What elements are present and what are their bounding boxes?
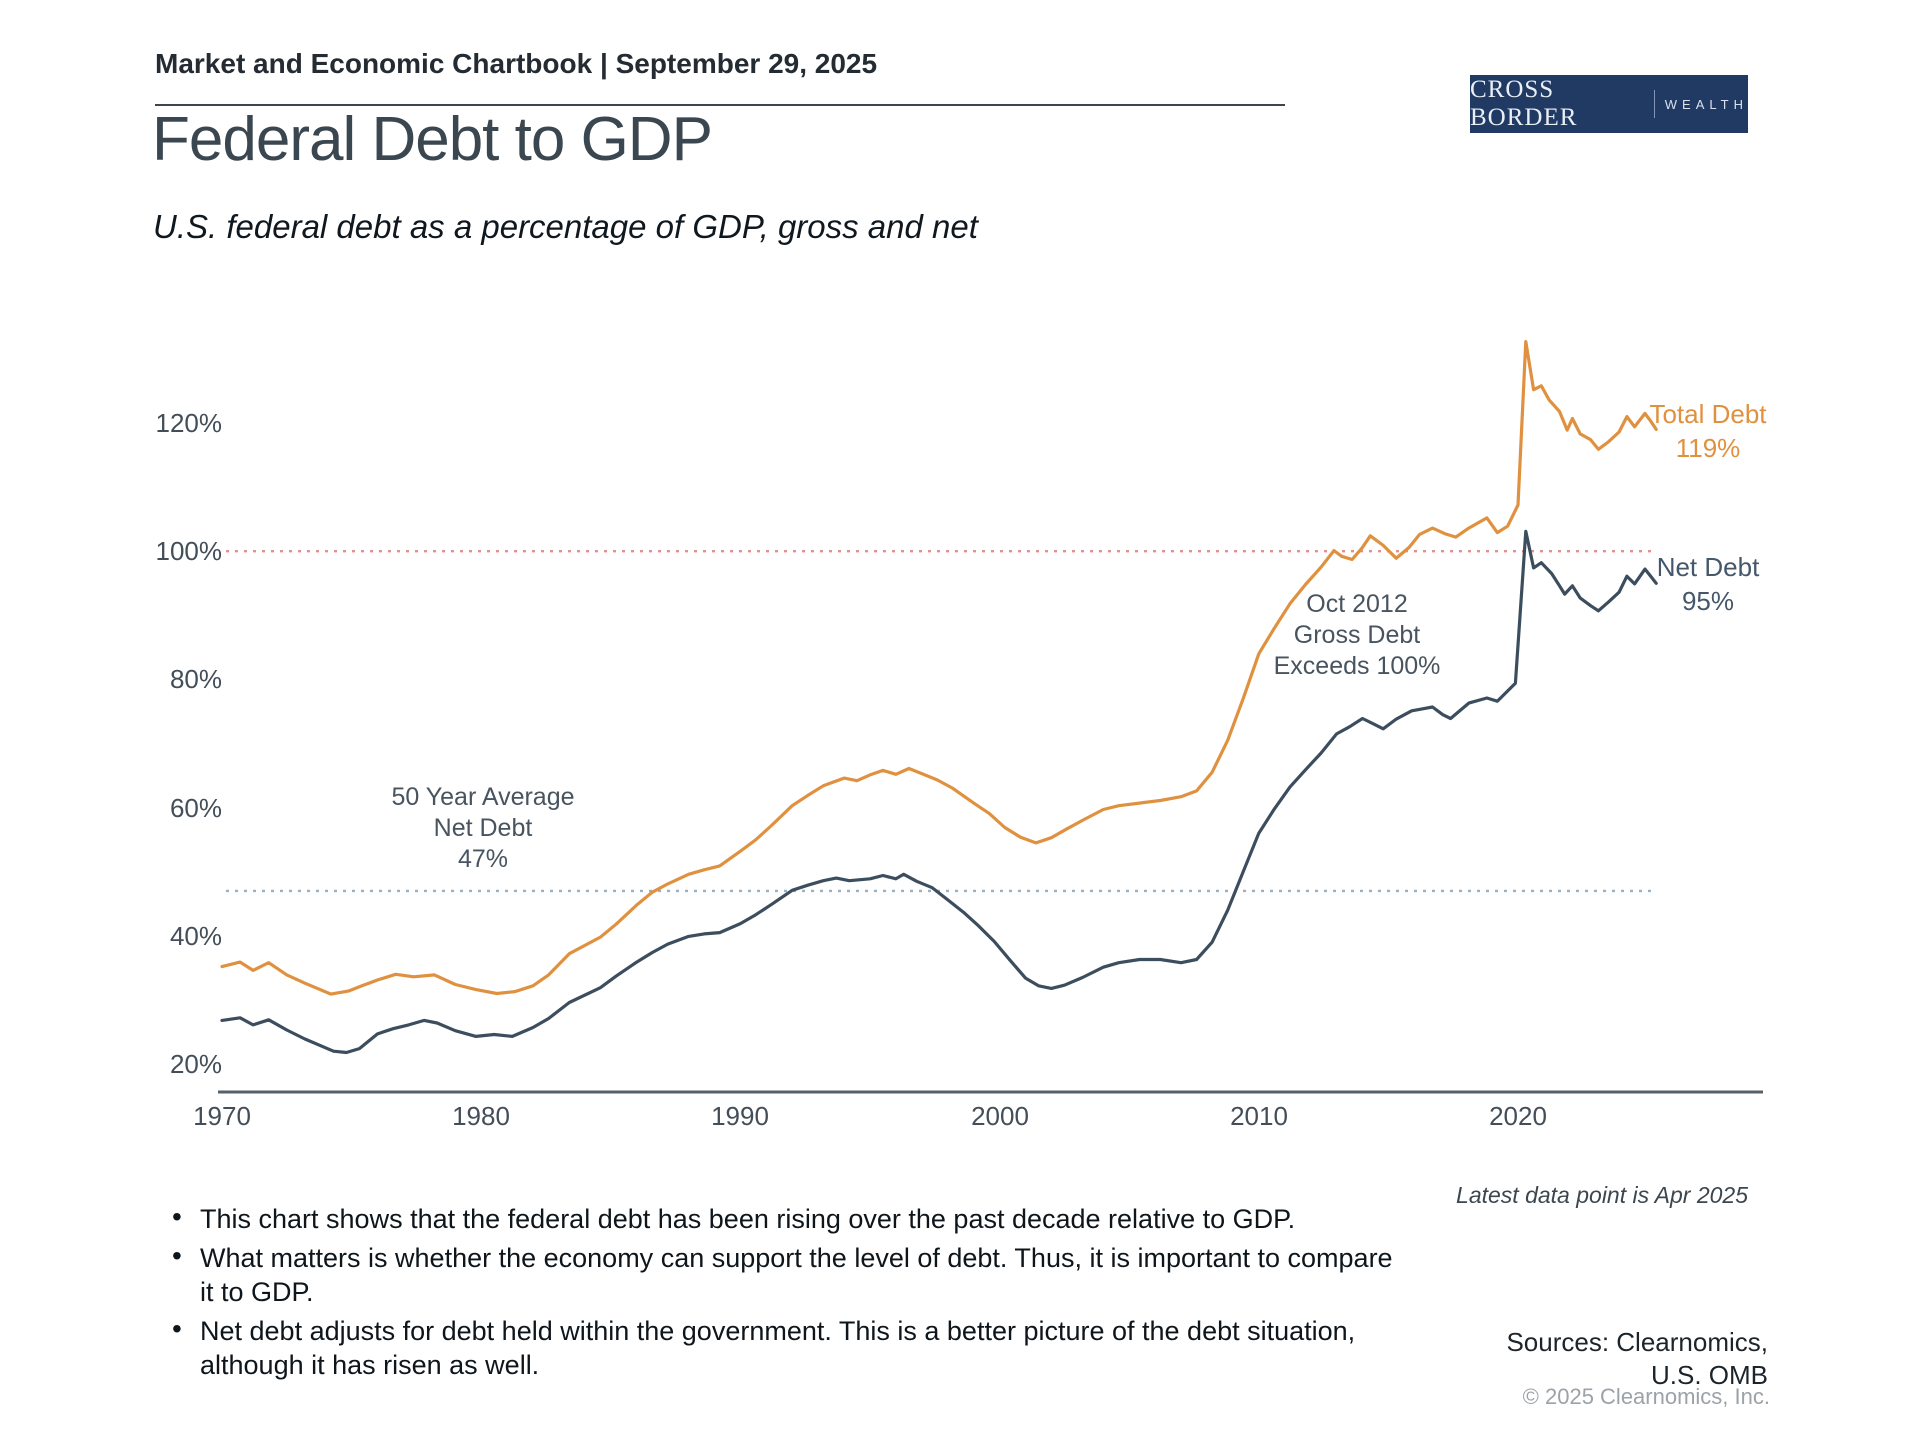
total-debt-line (220, 340, 1658, 996)
cross-border-wealth-logo: CROSS BORDER WEALTH (1470, 75, 1748, 133)
y-tick-60: 60% (169, 793, 222, 823)
annotation-50-year-average: 50 Year Average Net Debt 47% (333, 782, 633, 875)
annotation-line: 50 Year Average (391, 783, 575, 811)
latest-data-footnote: Latest data point is Apr 2025 (1456, 1182, 1748, 1208)
annotation-oct-2012: Oct 2012 Gross Debt Exceeds 100% (1207, 589, 1507, 682)
sources-line: U.S. OMB (1650, 1360, 1768, 1390)
y-tick-100: 100% (155, 536, 223, 566)
sources-block: Sources: Clearnomics, U.S. OMB (1506, 1326, 1768, 1392)
net-debt-label: Net Debt (1656, 552, 1760, 582)
total-debt-value: 119% (1675, 433, 1741, 463)
sources-line: Sources: Clearnomics, (1506, 1327, 1768, 1357)
annotation-line: 47% (457, 845, 509, 873)
total-debt-series-label: Total Debt 119% (1608, 397, 1808, 465)
total-debt-label: Total Debt (1649, 399, 1767, 429)
net-debt-value: 95% (1681, 586, 1735, 616)
copyright-line: © 2025 Clearnomics, Inc. (1522, 1384, 1770, 1409)
x-tick-2010: 2010 (1230, 1101, 1288, 1131)
x-tick-2000: 2000 (971, 1101, 1029, 1131)
y-tick-40: 40% (169, 921, 222, 951)
y-tick-80: 80% (169, 664, 222, 694)
bullet-note: Net debt adjusts for debt held within th… (168, 1312, 1413, 1382)
annotation-line: Gross Debt (1293, 621, 1421, 649)
logo-secondary-text: WEALTH (1664, 96, 1748, 112)
annotation-line: Oct 2012 (1306, 590, 1408, 618)
x-tick-1990: 1990 (711, 1101, 769, 1131)
net-debt-series-label: Net Debt 95% (1608, 550, 1808, 618)
logo-primary-text: CROSS BORDER (1470, 76, 1578, 131)
page-title: Federal Debt to GDP (152, 105, 713, 174)
page-subtitle: U.S. federal debt as a percentage of GDP… (153, 208, 978, 245)
commentary-bullets: This chart shows that the federal debt h… (168, 1200, 1413, 1387)
header-divider (155, 104, 1285, 106)
bullet-note: This chart shows that the federal debt h… (168, 1200, 1413, 1236)
x-tick-1980: 1980 (452, 1101, 510, 1131)
y-tick-120: 120% (155, 408, 223, 438)
x-tick-1970: 1970 (193, 1101, 251, 1131)
net-debt-line (220, 529, 1658, 1055)
y-tick-20: 20% (169, 1049, 222, 1079)
annotation-line: Net Debt (433, 814, 533, 842)
chartbook-header: Market and Economic Chartbook | Septembe… (155, 48, 878, 79)
annotation-line: Exceeds 100% (1273, 652, 1441, 680)
x-tick-2020: 2020 (1489, 1101, 1547, 1131)
series-lines (220, 340, 1658, 1055)
logo-divider (1653, 90, 1655, 118)
bullet-note: What matters is whether the economy can … (168, 1239, 1413, 1309)
